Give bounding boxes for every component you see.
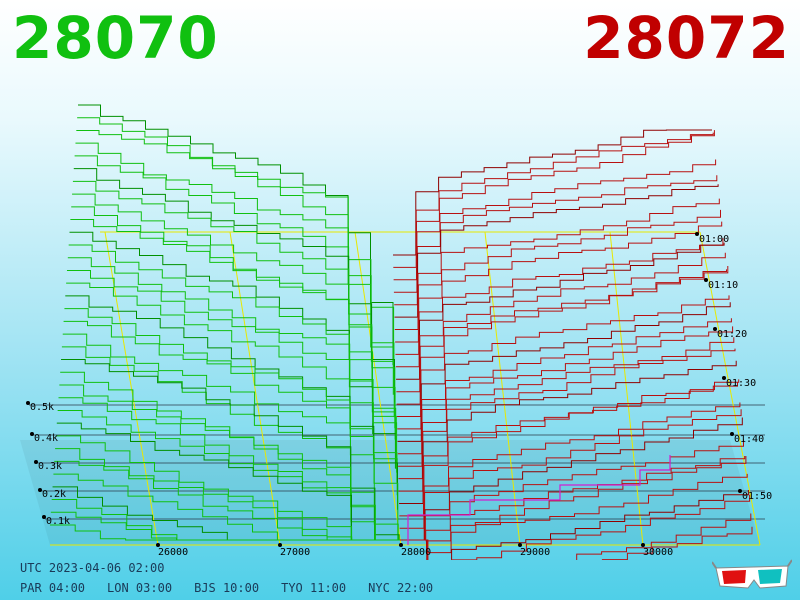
- x-tick-dot: [156, 543, 160, 547]
- bid-curve: [61, 359, 400, 540]
- ask-curve: [395, 238, 724, 368]
- ask-curve: [402, 490, 749, 560]
- x-tick-dot: [518, 543, 522, 547]
- bid-curve: [59, 384, 400, 541]
- price-gridline: [229, 231, 281, 546]
- ask-curve: [400, 417, 743, 541]
- tz-bjs: BJS 10:00: [194, 581, 260, 595]
- bid-curve: [56, 422, 401, 541]
- side-axis: [699, 231, 761, 546]
- ask-curve: [396, 266, 729, 417]
- tz-tyo: TYO 11:00: [281, 581, 347, 595]
- time-tick-label: 01:20: [717, 329, 747, 340]
- x-tick-label: 29000: [520, 547, 550, 558]
- time-tick-label: 01:00: [699, 234, 729, 245]
- ask-curve: [401, 456, 747, 542]
- time-tick-label: 01:30: [726, 378, 756, 389]
- depth-tick-dot: [38, 488, 42, 492]
- bid-price: 28070: [12, 4, 219, 72]
- time-tick-dot: [695, 232, 699, 236]
- bid-curve: [66, 269, 398, 483]
- ask-curve: [395, 209, 721, 343]
- bid-curve: [75, 142, 395, 390]
- ask-curve: [396, 252, 726, 393]
- ask-curve: [393, 159, 717, 293]
- x-tick-dot: [399, 543, 403, 547]
- bid-curve: [61, 346, 399, 541]
- time-tick-label: 01:50: [742, 491, 772, 502]
- tz-par: PAR 04:00: [20, 581, 86, 595]
- ask-curve: [399, 402, 741, 541]
- ask-curve: [396, 242, 725, 380]
- ask-price: 28072: [583, 4, 790, 72]
- ask-curve: [399, 379, 740, 529]
- bid-curve: [78, 104, 394, 366]
- ask-curve: [400, 409, 742, 541]
- time-tick-dot: [713, 327, 717, 331]
- depth-tick-label: 0.4k: [34, 433, 58, 444]
- bid-curve: [55, 448, 402, 541]
- ask-curve: [394, 175, 718, 306]
- time-tick-label: 01:40: [734, 434, 764, 445]
- ask-curve: [400, 439, 744, 541]
- ask-curve: [399, 382, 738, 517]
- ask-curve: [394, 184, 719, 318]
- depth-tick-label: 0.5k: [30, 402, 54, 413]
- ask-curve: [393, 130, 715, 281]
- bid-curve: [55, 435, 401, 541]
- 3d-glasses-icon[interactable]: [712, 558, 792, 594]
- ask-curve: [397, 295, 730, 430]
- time-tick-dot: [738, 489, 742, 493]
- depth-tick-dot: [34, 460, 38, 464]
- bid-curve: [68, 244, 397, 460]
- timezone-row: PAR 04:00 LON 03:00 BJS 10:00 TYO 11:00 NYC …: [20, 581, 455, 595]
- bid-curve: [66, 282, 398, 496]
- depth-tick-label: 0.1k: [46, 516, 70, 527]
- ask-curve: [401, 473, 748, 554]
- depth-tick-label: 0.2k: [42, 489, 66, 500]
- depth-tick-dot: [26, 401, 30, 405]
- ask-curve: [397, 302, 731, 442]
- utc-time: UTC 2023-04-06 02:00: [20, 561, 165, 575]
- ask-curve: [398, 337, 735, 480]
- depth-tick-dot: [30, 432, 34, 436]
- bid-curve: [70, 219, 397, 456]
- tz-lon: LON 03:00: [107, 581, 173, 595]
- ask-curve: [398, 348, 736, 492]
- bid-curve: [62, 333, 399, 541]
- ask-curve: [394, 198, 720, 330]
- x-tick-label: 26000: [158, 547, 188, 558]
- depth-tick-label: 0.3k: [38, 461, 62, 472]
- ask-curve: [402, 494, 751, 560]
- ask-curve: [402, 513, 752, 560]
- x-tick-dot: [278, 543, 282, 547]
- ask-curve: [399, 360, 737, 504]
- bid-curve: [72, 193, 396, 440]
- time-tick-dot: [704, 278, 708, 282]
- ask-curve: [403, 526, 753, 560]
- ask-curve: [393, 129, 712, 256]
- ask-curve: [398, 326, 734, 467]
- ask-curve: [397, 318, 732, 455]
- bid-curve: [58, 397, 400, 541]
- time-tick-dot: [730, 432, 734, 436]
- depth-chart: 26000 27000 28000 29000 30000 0.1k 0.2k 0.3k 0.4…: [20, 104, 772, 560]
- x-tick-dot: [641, 543, 645, 547]
- time-tick-label: 01:10: [708, 280, 738, 291]
- ask-curve: [396, 269, 727, 405]
- bid-curve: [72, 180, 396, 429]
- depth-tick-dot: [42, 515, 46, 519]
- bid-curve: [76, 129, 395, 375]
- x-tick-label: 27000: [280, 547, 310, 558]
- x-tick-label: 30000: [643, 547, 673, 558]
- x-tick-label: 28000: [401, 547, 431, 558]
- bid-curve: [50, 524, 403, 541]
- ask-curve: [393, 132, 714, 268]
- bid-curve: [54, 460, 402, 541]
- bid-curve: [67, 257, 398, 473]
- time-tick-dot: [722, 376, 726, 380]
- tz-nyc: NYC 22:00: [368, 581, 434, 595]
- ask-front-edge: [407, 455, 671, 545]
- ask-curve: [395, 221, 723, 355]
